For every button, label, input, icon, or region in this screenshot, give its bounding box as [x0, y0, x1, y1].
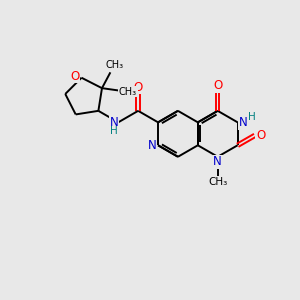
Text: CH₃: CH₃ — [119, 87, 137, 97]
Text: O: O — [134, 81, 143, 94]
Text: N: N — [148, 139, 157, 152]
Text: CH₃: CH₃ — [105, 60, 123, 70]
Text: O: O — [256, 129, 266, 142]
Text: O: O — [70, 70, 80, 83]
Text: H: H — [110, 126, 118, 136]
Text: N: N — [213, 155, 222, 168]
Text: H: H — [248, 112, 256, 122]
Text: O: O — [213, 79, 222, 92]
Text: CH₃: CH₃ — [208, 177, 227, 187]
Text: N: N — [238, 116, 247, 129]
Text: N: N — [110, 116, 118, 129]
